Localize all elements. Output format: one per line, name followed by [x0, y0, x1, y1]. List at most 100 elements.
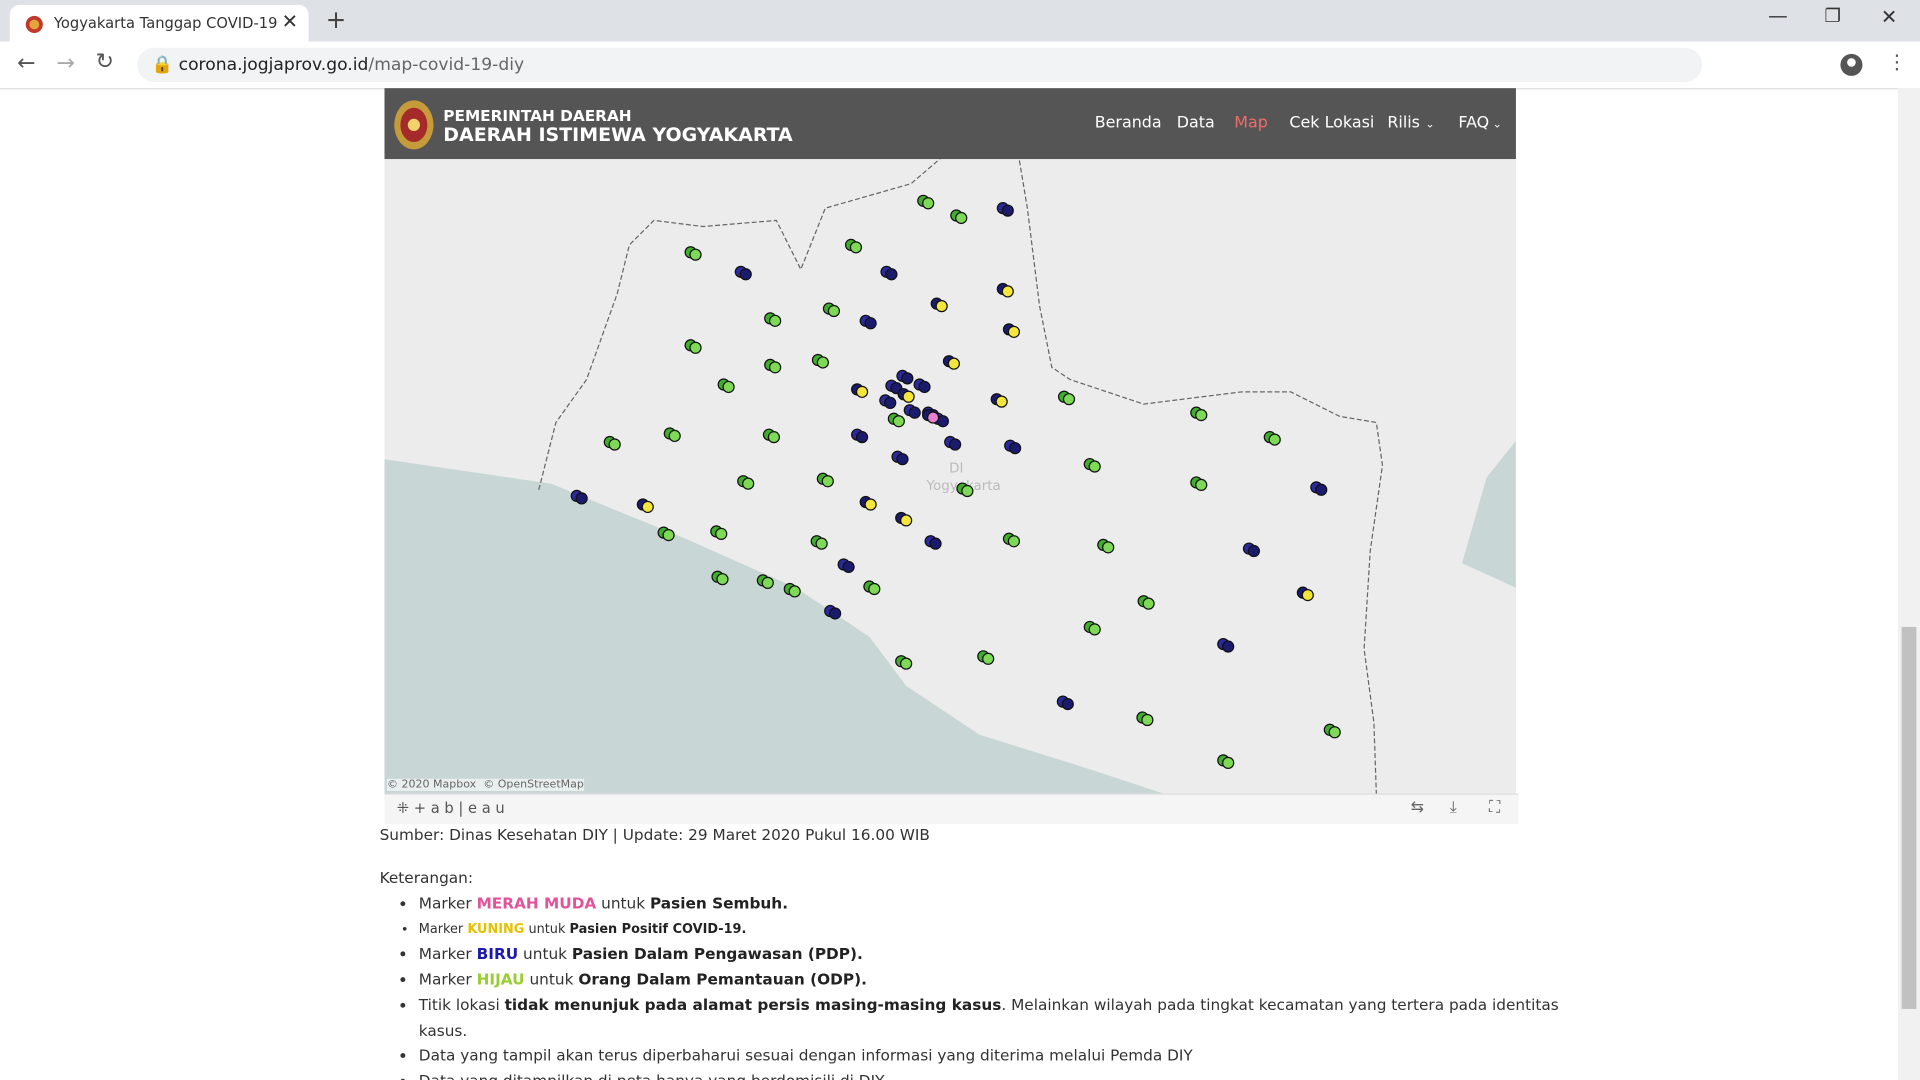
menu[interactable]: ⋮	[1886, 50, 1907, 74]
case-marker[interactable]	[1242, 542, 1261, 558]
case-marker[interactable]	[977, 650, 995, 665]
case-marker[interactable]	[762, 428, 781, 444]
case-marker[interactable]	[996, 202, 1014, 217]
case-marker[interactable]	[1083, 620, 1101, 636]
legend-item: Titik lokasi tidak menunjuk pada alamat …	[419, 993, 1604, 1044]
case-marker[interactable]	[1004, 439, 1022, 455]
case-marker[interactable]	[891, 450, 909, 466]
case-marker[interactable]	[887, 412, 905, 428]
marker-dot	[918, 380, 931, 394]
case-marker[interactable]	[1323, 723, 1341, 739]
text: untuk	[523, 944, 568, 963]
case-marker[interactable]	[913, 378, 931, 394]
case-marker[interactable]	[822, 302, 841, 318]
case-marker[interactable]	[636, 498, 654, 514]
case-marker[interactable]	[990, 393, 1008, 408]
nav-link[interactable]: FAQ	[1458, 113, 1490, 133]
case-marker[interactable]	[863, 580, 881, 596]
case-marker[interactable]	[1137, 595, 1155, 610]
nav-link[interactable]: Rilis	[1387, 113, 1420, 133]
case-marker[interactable]	[663, 427, 681, 443]
case-marker[interactable]	[710, 525, 728, 541]
case-marker[interactable]	[917, 194, 935, 210]
maximize[interactable]: ❐	[1824, 4, 1841, 27]
case-marker[interactable]	[851, 428, 869, 444]
case-marker[interactable]	[944, 435, 962, 451]
close-window[interactable]: ✕	[1880, 4, 1898, 29]
tab-close[interactable]: ✕	[281, 9, 299, 34]
case-marker[interactable]	[1217, 637, 1235, 653]
marker-dot	[668, 429, 681, 443]
case-marker[interactable]	[924, 535, 942, 550]
nav-link[interactable]: Beranda	[1094, 113, 1162, 133]
case-marker[interactable]	[942, 355, 961, 370]
case-marker[interactable]	[859, 495, 877, 511]
case-marker[interactable]	[895, 655, 913, 670]
case-marker[interactable]	[895, 511, 913, 527]
case-marker[interactable]	[1056, 695, 1074, 711]
case-marker[interactable]	[1217, 754, 1235, 769]
case-marker[interactable]	[684, 246, 702, 261]
case-marker[interactable]	[717, 378, 735, 394]
case-marker[interactable]	[996, 282, 1014, 298]
case-marker[interactable]	[1083, 457, 1101, 473]
case-marker[interactable]	[1057, 390, 1076, 406]
fullscreen[interactable]: ⛶	[1488, 798, 1501, 817]
case-marker[interactable]	[737, 475, 755, 490]
case-marker[interactable]	[897, 388, 915, 403]
case-marker[interactable]	[764, 358, 782, 374]
case-marker[interactable]	[756, 574, 774, 589]
nav-link-active[interactable]: Map	[1234, 113, 1268, 133]
map[interactable]: DI Yogyakarta © 2020 Mapbox © OpenStreet…	[384, 159, 1516, 794]
share[interactable]: ⇆	[1410, 798, 1424, 817]
case-marker[interactable]	[1097, 538, 1115, 554]
case-marker[interactable]	[950, 209, 968, 225]
address-bar[interactable]: 🔒 corona.jogjaprov.go.id/map-covid-19-di…	[137, 47, 1703, 83]
case-marker[interactable]	[896, 369, 914, 385]
case-marker[interactable]	[844, 238, 863, 254]
case-marker[interactable]	[1263, 431, 1281, 446]
forward[interactable]: →	[56, 50, 75, 76]
case-marker[interactable]	[570, 489, 588, 505]
case-marker[interactable]	[903, 404, 921, 419]
case-marker[interactable]	[810, 535, 828, 550]
marker-dot	[855, 385, 869, 398]
case-marker[interactable]	[603, 435, 621, 451]
case-marker[interactable]	[657, 526, 675, 542]
case-marker[interactable]	[711, 570, 729, 586]
case-marker[interactable]	[1190, 406, 1208, 422]
case-marker[interactable]	[1296, 586, 1314, 602]
scroll-thumb[interactable]	[1901, 626, 1917, 1009]
case-marker[interactable]	[930, 297, 948, 313]
download[interactable]: ⤓	[1449, 798, 1457, 817]
case-marker[interactable]	[684, 339, 702, 354]
case-marker[interactable]	[922, 408, 940, 424]
case-marker[interactable]	[783, 582, 801, 598]
case-marker[interactable]	[956, 482, 974, 498]
case-marker[interactable]	[811, 353, 829, 369]
case-marker[interactable]	[1310, 481, 1328, 496]
tab[interactable]: Yogyakarta Tanggap COVID-19 ✕	[9, 4, 309, 42]
case-marker[interactable]	[824, 604, 842, 620]
back[interactable]: ←	[17, 50, 36, 76]
case-marker[interactable]	[879, 394, 897, 409]
case-marker[interactable]	[764, 312, 782, 327]
case-marker[interactable]	[1136, 711, 1154, 727]
scrollbar[interactable]	[1897, 88, 1920, 1080]
case-marker[interactable]	[837, 558, 855, 574]
tableau-logo[interactable]: ⁜ + a b | e a u	[396, 799, 505, 817]
case-marker[interactable]	[1002, 532, 1021, 548]
new-tab[interactable]: +	[325, 4, 347, 35]
reload[interactable]: ↻	[95, 48, 114, 75]
case-marker[interactable]	[1002, 323, 1021, 338]
case-marker[interactable]	[734, 265, 752, 281]
case-marker[interactable]	[859, 314, 877, 330]
profile[interactable]	[1839, 53, 1863, 77]
nav-link[interactable]: Cek Lokasi	[1289, 113, 1375, 133]
case-marker[interactable]	[1190, 476, 1208, 492]
case-marker[interactable]	[851, 383, 869, 398]
case-marker[interactable]	[880, 265, 898, 281]
case-marker[interactable]	[816, 472, 834, 488]
minimize[interactable]: —	[1768, 3, 1788, 27]
nav-link[interactable]: Data	[1176, 113, 1215, 133]
